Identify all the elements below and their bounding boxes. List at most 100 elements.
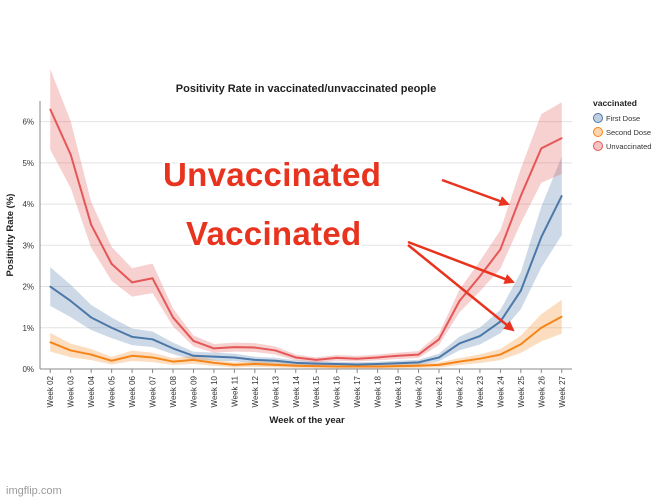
point-first-dose (294, 362, 297, 364)
point-second-dose (499, 353, 502, 356)
legend-item-label: Unvaccinated (606, 142, 651, 151)
line-unvaccinated (49, 108, 563, 361)
y-tick-label: 2% (22, 283, 34, 292)
point-first-dose (540, 236, 543, 238)
annotation-arrows (407, 178, 515, 332)
point-first-dose (213, 355, 215, 358)
y-tick-labels: 0% 1% 2% 3% 4% 5% 6% (22, 118, 34, 374)
point-unvaccinated (49, 108, 52, 111)
point-first-dose (274, 359, 277, 362)
point-first-dose (438, 356, 440, 359)
x-tick-label: Week 10 (210, 375, 219, 407)
point-first-dose (233, 356, 236, 359)
x-tick-label: Week 24 (496, 375, 505, 407)
x-tick-label: Week 26 (537, 375, 546, 407)
x-tick-label: Week 21 (435, 375, 444, 407)
point-second-dose (90, 353, 92, 356)
x-tick-label: Week 12 (251, 375, 260, 407)
confidence-bands (50, 69, 562, 369)
x-tick-label: Week 19 (394, 375, 403, 407)
point-second-dose (438, 364, 440, 366)
x-tick-labels: Week 02 Week 03 Week 04 Week 05 Week 06 Week … (46, 375, 567, 407)
point-second-dose (172, 360, 174, 363)
point-unvaccinated (520, 195, 522, 197)
point-second-dose (110, 359, 113, 362)
point-unvaccinated (356, 357, 358, 360)
legend-title: vaccinated (593, 98, 637, 108)
y-tick-label: 4% (22, 200, 34, 209)
point-unvaccinated (151, 277, 154, 280)
point-unvaccinated (233, 346, 236, 348)
point-first-dose (151, 338, 154, 341)
point-first-dose (560, 195, 563, 197)
point-second-dose (397, 365, 399, 367)
point-first-dose (90, 316, 92, 319)
point-second-dose (69, 349, 72, 352)
x-tick-label: Week 18 (374, 375, 383, 407)
legend-swatch (593, 127, 603, 137)
band-second-dose (50, 299, 562, 369)
x-tick-label: Week 22 (455, 375, 464, 407)
point-unvaccinated (69, 153, 72, 156)
legend-swatch (593, 113, 603, 123)
point-second-dose (335, 365, 338, 368)
x-tick-label: Week 05 (108, 375, 117, 407)
x-tick-label: Week 20 (415, 375, 424, 407)
point-second-dose (376, 365, 379, 368)
point-first-dose (458, 342, 461, 345)
point-first-dose (254, 359, 256, 361)
point-first-dose (172, 347, 174, 350)
point-unvaccinated (315, 359, 318, 361)
x-tick-label: Week 15 (312, 375, 321, 407)
point-second-dose (458, 360, 461, 363)
x-tick-label: Week 23 (476, 375, 485, 407)
point-first-dose (376, 363, 379, 365)
x-tick-label: Week 08 (169, 375, 178, 407)
y-tick-label: 0% (22, 365, 34, 374)
plot-area: 0%1%2%3%4%5%6% Week 02 Week 03 Week 04 Week… (22, 69, 572, 407)
x-tick-label: Week 27 (558, 375, 567, 407)
point-unvaccinated (417, 353, 420, 356)
x-tick-label: Week 07 (149, 375, 158, 407)
point-second-dose (274, 364, 277, 366)
point-second-dose (294, 364, 297, 367)
x-tick-label: Week 09 (189, 375, 198, 407)
point-unvaccinated (376, 356, 379, 359)
point-second-dose (356, 365, 358, 368)
x-tick-label: Week 25 (517, 375, 526, 407)
arrow-unvaccinated (441, 178, 510, 207)
point-second-dose (254, 363, 256, 365)
point-second-dose (540, 326, 543, 329)
gridlines (40, 121, 572, 370)
y-axis-title: Positivity Rate (%) (5, 194, 16, 277)
point-second-dose (520, 343, 522, 346)
watermark: imgflip.com (6, 485, 62, 497)
point-second-dose (213, 362, 215, 364)
point-unvaccinated (294, 356, 297, 359)
point-unvaccinated (192, 340, 195, 342)
point-first-dose (49, 285, 52, 288)
point-unvaccinated (397, 355, 399, 357)
x-tick-label: Week 14 (292, 375, 301, 407)
point-unvaccinated (438, 338, 440, 341)
x-tick-label: Week 17 (353, 375, 362, 407)
point-unvaccinated (213, 347, 215, 350)
point-unvaccinated (499, 248, 502, 251)
point-first-dose (335, 363, 338, 365)
x-tick-label: Week 04 (87, 375, 96, 407)
point-second-dose (151, 356, 154, 359)
point-first-dose (315, 362, 318, 365)
point-second-dose (49, 341, 52, 344)
point-unvaccinated (90, 223, 92, 226)
point-unvaccinated (540, 147, 543, 150)
point-unvaccinated (458, 300, 461, 302)
y-tick-label: 1% (22, 324, 34, 333)
legend: vaccinated First Dose Second Dose Unvaccin… (593, 98, 651, 151)
point-first-dose (110, 326, 113, 329)
x-tick-label: Week 13 (271, 375, 280, 407)
x-tick-label: Week 11 (230, 375, 239, 406)
point-first-dose (397, 362, 399, 365)
point-first-dose (520, 289, 522, 292)
legend-swatch (593, 141, 603, 151)
